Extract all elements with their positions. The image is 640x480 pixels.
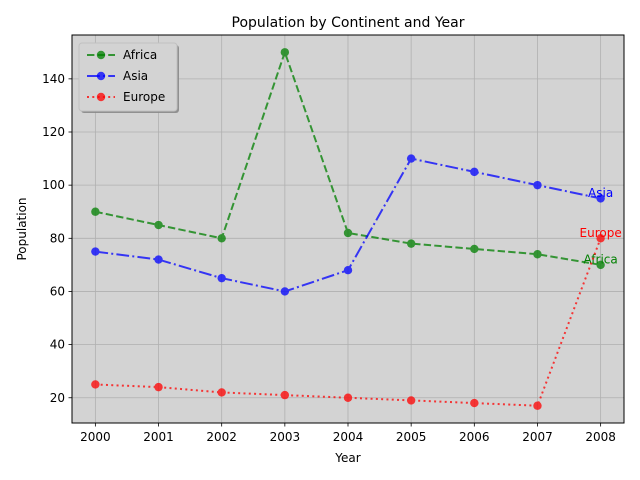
legend-marker [96,71,106,81]
data-point [470,167,479,177]
series-line [95,49,601,266]
y-tick-label: 140 [42,72,65,86]
legend-label: Africa [123,48,157,62]
data-point [91,247,100,256]
x-tick-label: 2007 [522,430,553,444]
data-point [596,194,605,203]
x-tick-label: 2003 [270,430,301,444]
legend-item-africa: Africa [87,48,157,62]
series-asia [91,154,605,296]
x-tick-label: 2004 [333,430,364,444]
x-axis-label: Year [334,451,360,465]
x-tick-label: 2006 [459,430,490,444]
y-tick-label: 20 [50,391,65,405]
data-point [343,393,353,402]
data-point [533,401,542,410]
data-point [406,154,416,163]
series-layer: Africa Asia Europe [91,48,622,410]
series-end-label: Europe [580,226,622,240]
y-axis-label: Population [15,197,29,260]
series-end-label: Africa [584,253,618,267]
data-point [533,250,542,259]
legend-marker [96,50,106,60]
data-point [596,260,605,270]
legend: Africa Asia Europe [78,42,179,113]
data-point [91,380,100,389]
data-point [470,244,479,254]
series-end-label: Asia [588,186,613,200]
legend-label: Asia [123,69,148,83]
y-tick-label: 80 [50,231,65,245]
data-point [91,207,100,216]
data-point [280,287,290,296]
y-tick-label: 120 [42,125,65,139]
series-europe [91,234,605,410]
data-point [533,180,542,190]
data-point [217,273,226,283]
x-tick-label: 2008 [585,430,616,444]
grid [72,35,624,423]
axes: 2000 2001 2002 2003 2004 2005 2006 2007 2008 20 40… [42,72,616,444]
data-point [470,398,479,408]
y-tick-label: 100 [42,178,65,192]
legend-item-asia: Asia [87,69,148,83]
data-point [343,265,353,275]
chart-title: Population by Continent and Year [232,15,465,31]
data-point [343,228,353,238]
x-tick-label: 2001 [143,430,174,444]
data-point [154,382,163,392]
legend-marker [96,92,106,102]
legend-item-europe: Europe [87,90,165,104]
x-tick-label: 2002 [206,430,237,444]
series-africa [91,48,605,270]
data-point [154,220,163,230]
data-point [154,255,163,264]
data-point [280,390,290,400]
data-point [217,234,226,243]
x-tick-label: 2005 [396,430,427,444]
y-tick-label: 40 [50,338,65,352]
data-point [596,234,605,243]
x-tick-label: 2000 [80,430,111,444]
y-tick-label: 60 [50,284,65,298]
data-point [280,48,290,57]
data-point [217,388,226,397]
data-point [406,239,416,248]
data-point [406,396,416,405]
legend-label: Europe [123,90,165,104]
